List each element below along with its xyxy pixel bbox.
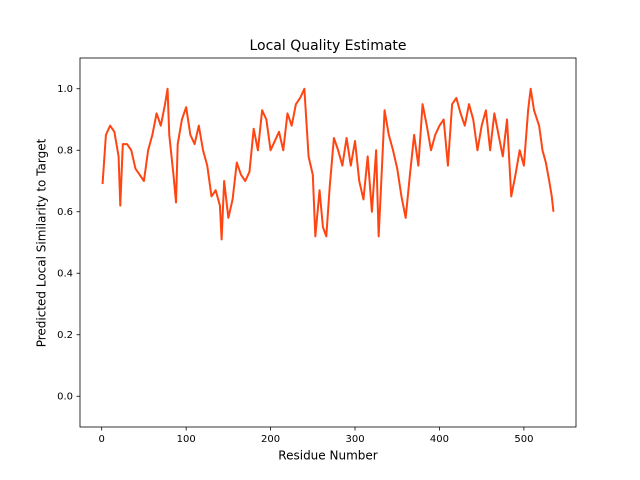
y-tick-label: 1.0	[57, 84, 73, 95]
x-tick-label: 300	[345, 434, 364, 445]
y-tick-label: 0.0	[57, 391, 73, 402]
x-tick-label: 100	[177, 434, 196, 445]
y-tick-label: 0.8	[57, 145, 73, 156]
x-tick-label: 400	[430, 434, 449, 445]
plot-frame	[79, 57, 577, 428]
data-line	[101, 87, 555, 241]
x-tick-label: 500	[514, 434, 533, 445]
x-tick-label: 200	[261, 434, 280, 445]
chart-title: Local Quality Estimate	[249, 38, 406, 54]
y-axis-label: Predicted Local Similarity to Target	[35, 138, 49, 347]
x-tick-label: 0	[99, 434, 105, 445]
y-tick-label: 0.2	[57, 330, 73, 341]
x-axis-label: Residue Number	[278, 449, 377, 463]
y-tick-label: 0.6	[57, 207, 73, 218]
y-tick-label: 0.4	[57, 268, 73, 279]
